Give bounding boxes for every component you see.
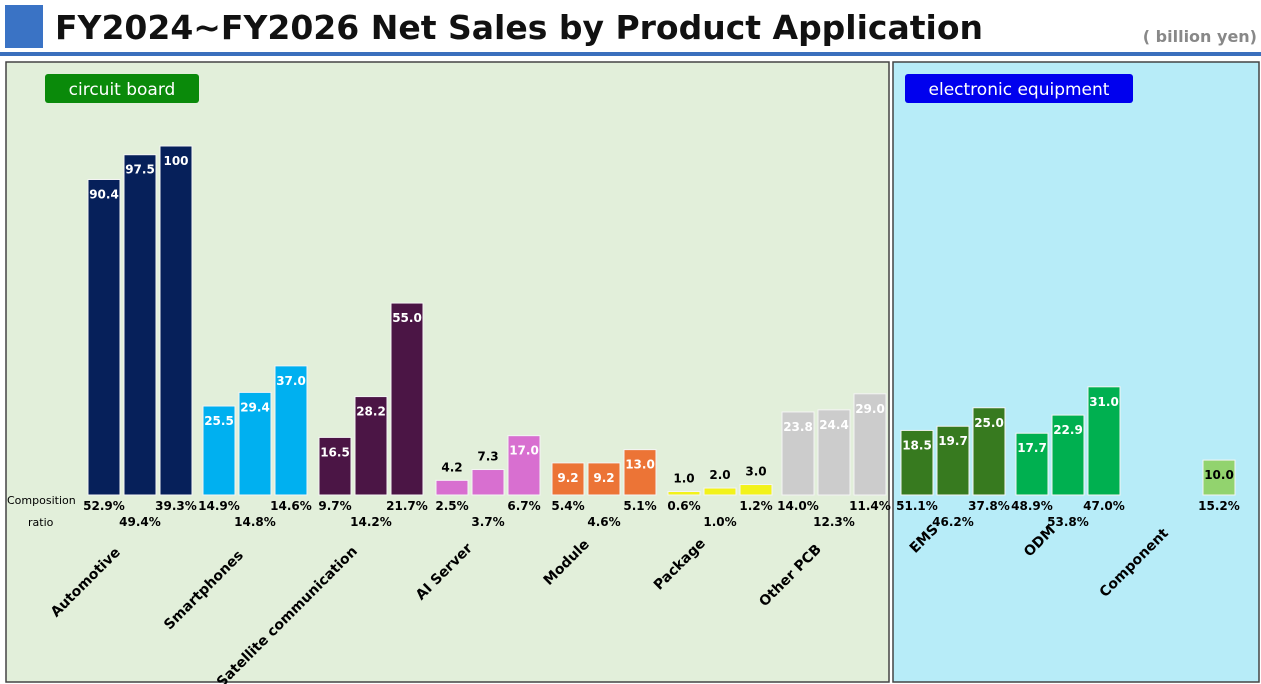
bar-other-pcb-1 [781, 411, 815, 496]
bar-package-3 [739, 484, 773, 496]
bar-smartphones-3 [274, 365, 308, 496]
ratio-satellite-communication-2: 14.2% [350, 515, 392, 529]
bar-module-2 [587, 462, 621, 496]
bar-satellite-communication-2 [354, 396, 388, 496]
value-label-other-pcb-3: 29.0 [855, 402, 885, 416]
value-label-automotive-2: 97.5 [125, 163, 155, 177]
ratio-ems-2: 46.2% [932, 515, 974, 529]
ratio-other-pcb-2: 12.3% [813, 515, 855, 529]
ratio-ai-server-2: 3.7% [471, 515, 504, 529]
bar-ems-2 [936, 425, 970, 496]
value-label-odm-2: 22.9 [1053, 423, 1083, 437]
bar-odm-1 [1015, 432, 1049, 496]
value-label-automotive-1: 90.4 [89, 188, 119, 202]
value-label-ems-3: 25.0 [974, 416, 1004, 430]
value-label-package-1: 1.0 [673, 472, 694, 486]
circuit-board-badge-label: circuit board [69, 80, 176, 100]
value-label-smartphones-2: 29.4 [240, 400, 270, 414]
ratio-label: ratio [28, 516, 54, 529]
bar-ai-server-3 [507, 435, 541, 496]
value-label-ai-server-3: 17.0 [509, 444, 539, 458]
bar-package-2 [703, 487, 737, 496]
ratio-component-3: 15.2% [1198, 499, 1240, 513]
ratio-smartphones-1: 14.9% [198, 499, 240, 513]
value-label-module-1: 9.2 [557, 471, 578, 485]
sales-bar-chart: circuit board electronic equipment Composi… [5, 61, 1260, 684]
value-label-smartphones-3: 37.0 [276, 374, 306, 388]
value-label-package-3: 3.0 [745, 465, 766, 479]
bar-package-1 [667, 491, 701, 496]
title-divider [0, 52, 1261, 56]
ratio-smartphones-2: 14.8% [234, 515, 276, 529]
bar-module-3 [623, 449, 657, 496]
ratio-automotive-3: 39.3% [155, 499, 197, 513]
bar-odm-3 [1087, 386, 1121, 496]
page-title: FY2024~FY2026 Net Sales by Product Appli… [55, 8, 984, 47]
bar-odm-2 [1051, 414, 1085, 496]
bar-component-3 [1202, 459, 1236, 496]
value-label-ai-server-1: 4.2 [441, 460, 462, 474]
value-label-smartphones-1: 25.5 [204, 414, 234, 428]
ratio-ai-server-1: 2.5% [435, 499, 468, 513]
value-label-automotive-3: 100 [163, 154, 188, 168]
ratio-module-1: 5.4% [551, 499, 584, 513]
value-label-module-3: 13.0 [625, 458, 655, 472]
value-label-odm-3: 31.0 [1089, 395, 1119, 409]
ratio-odm-1: 48.9% [1011, 499, 1053, 513]
ratio-automotive-2: 49.4% [119, 515, 161, 529]
value-label-satellite-communication-1: 16.5 [320, 445, 350, 459]
value-label-ems-1: 18.5 [902, 438, 932, 452]
bar-satellite-communication-1 [318, 436, 352, 496]
ratio-odm-3: 47.0% [1083, 499, 1125, 513]
ratio-ems-1: 51.1% [896, 499, 938, 513]
bar-automotive-1 [87, 179, 121, 496]
bar-smartphones-1 [202, 405, 236, 496]
ratio-other-pcb-1: 14.0% [777, 499, 819, 513]
ratio-ems-3: 37.8% [968, 499, 1010, 513]
ratio-package-2: 1.0% [703, 515, 736, 529]
bar-other-pcb-2 [817, 409, 851, 496]
value-label-other-pcb-2: 24.4 [819, 418, 849, 432]
bar-ems-3 [972, 407, 1006, 496]
bar-ai-server-2 [471, 469, 505, 496]
bar-satellite-communication-3 [390, 302, 424, 496]
bar-automotive-2 [123, 154, 157, 496]
ratio-package-3: 1.2% [739, 499, 772, 513]
title-accent-square [5, 5, 43, 48]
value-label-ai-server-2: 7.3 [477, 450, 498, 464]
value-label-other-pcb-1: 23.8 [783, 420, 813, 434]
circuit-board-badge [45, 74, 199, 103]
ratio-smartphones-3: 14.6% [270, 499, 312, 513]
bar-module-1 [551, 462, 585, 496]
value-label-satellite-communication-3: 55.0 [392, 311, 422, 325]
electronic-equipment-badge [905, 74, 1133, 103]
value-label-module-2: 9.2 [593, 471, 614, 485]
bar-other-pcb-3 [853, 393, 887, 496]
ratio-satellite-communication-1: 9.7% [318, 499, 351, 513]
ratio-module-2: 4.6% [587, 515, 620, 529]
value-label-satellite-communication-2: 28.2 [356, 405, 386, 419]
composition-label: Composition [7, 494, 76, 507]
value-label-component-3: 10.0 [1204, 468, 1234, 482]
bar-ai-server-1 [435, 479, 469, 496]
unit-label: ( billion yen) [1142, 27, 1257, 46]
electronic-equipment-panel [892, 61, 1260, 683]
electronic-equipment-badge-label: electronic equipment [929, 80, 1110, 100]
ratio-package-1: 0.6% [667, 499, 700, 513]
ratio-ai-server-3: 6.7% [507, 499, 540, 513]
ratio-satellite-communication-3: 21.7% [386, 499, 428, 513]
ratio-other-pcb-3: 11.4% [849, 499, 891, 513]
value-label-ems-2: 19.7 [938, 434, 968, 448]
bar-ems-1 [900, 429, 934, 496]
bar-automotive-3 [159, 145, 193, 496]
ratio-odm-2: 53.8% [1047, 515, 1089, 529]
value-label-odm-1: 17.7 [1017, 441, 1047, 455]
ratio-automotive-1: 52.9% [83, 499, 125, 513]
value-label-package-2: 2.0 [709, 468, 730, 482]
ratio-module-3: 5.1% [623, 499, 656, 513]
bar-smartphones-2 [238, 391, 272, 496]
